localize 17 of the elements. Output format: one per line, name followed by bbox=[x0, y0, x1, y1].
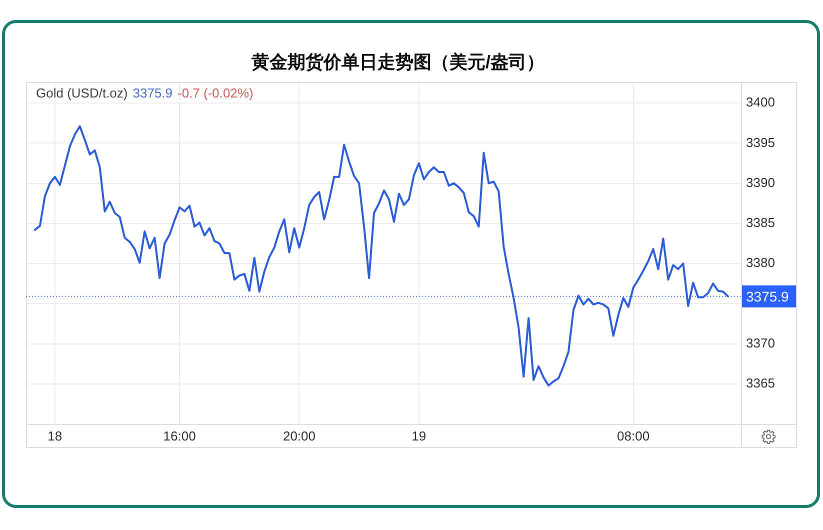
chart-title: 黄金期货价单日走势图（美元/盎司） bbox=[250, 51, 546, 74]
y-tick-label: 3370 bbox=[746, 335, 775, 350]
y-tick-label: 3390 bbox=[746, 174, 775, 190]
y-tick-label: 3380 bbox=[746, 255, 775, 270]
y-tick-label: 3385 bbox=[746, 214, 775, 230]
x-tick-label: 19 bbox=[412, 428, 426, 444]
ref-line-label: 3375.9 bbox=[746, 288, 790, 304]
annotation: -0.7 (-0.02%) bbox=[178, 86, 254, 101]
y-tick-label: 3365 bbox=[746, 375, 775, 390]
annotation: 3375.9 bbox=[132, 86, 173, 101]
x-tick-label: 20:00 bbox=[282, 428, 316, 444]
x-tick-label: 18 bbox=[48, 428, 62, 444]
x-tick-label: 16:00 bbox=[163, 428, 196, 444]
annotation: Gold (USD/t.oz) bbox=[36, 86, 128, 101]
x-tick-label: 08:00 bbox=[617, 428, 650, 444]
y-tick-label: 3395 bbox=[746, 134, 775, 150]
y-tick-label: 3400 bbox=[746, 94, 775, 110]
